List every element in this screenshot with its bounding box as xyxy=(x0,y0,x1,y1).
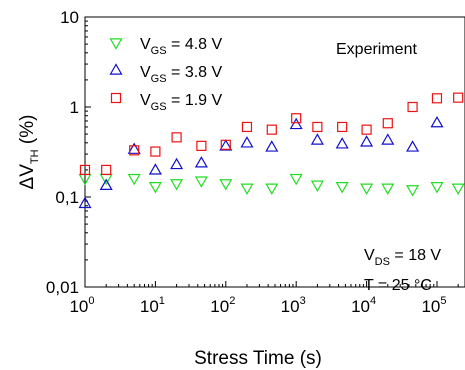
data-point-series-2 xyxy=(361,124,372,135)
x-tick-label: 103 xyxy=(281,295,306,316)
y-tick-label: 0,1 xyxy=(55,188,79,207)
x-axis-title: Stress Time (s) xyxy=(194,348,322,369)
data-point-series-0 xyxy=(381,183,395,195)
data-point-series-0 xyxy=(406,185,420,197)
data-point-series-1 xyxy=(194,156,208,168)
data-point-series-2 xyxy=(220,139,231,150)
data-point-series-2 xyxy=(337,121,348,133)
legend-label-vgs-1-9: VGS = 1.9 V xyxy=(140,92,223,113)
annotation-temperature: T = 25 °C xyxy=(364,277,432,294)
data-point-series-0 xyxy=(127,173,141,186)
y-tick-label: 0,01 xyxy=(46,278,79,297)
data-point-series-2 xyxy=(382,118,393,129)
data-point-series-0 xyxy=(240,183,254,195)
data-point-series-1 xyxy=(265,140,279,152)
legend-marker-series-1 xyxy=(109,63,123,75)
data-point-series-1 xyxy=(360,135,374,147)
x-tick-label: 102 xyxy=(210,295,235,316)
data-point-series-0 xyxy=(148,182,162,194)
data-point-series-2 xyxy=(196,140,207,151)
data-point-series-2 xyxy=(150,146,161,157)
legend-marker-series-2 xyxy=(110,92,122,104)
data-point-series-1 xyxy=(240,136,254,148)
data-point-series-2 xyxy=(312,121,323,133)
data-markers xyxy=(78,92,465,209)
axis-tick-labels: 100 101 102 103 104 105 0,01 0,1 1 10 xyxy=(46,8,447,316)
data-point-series-0 xyxy=(335,182,349,194)
data-point-series-0 xyxy=(451,183,465,195)
data-point-series-1 xyxy=(148,163,162,175)
axis-ticks xyxy=(84,16,459,288)
y-axis-title: ΔVTH (%) xyxy=(17,115,41,190)
data-point-series-1 xyxy=(310,133,324,145)
data-point-series-0 xyxy=(289,173,303,186)
legend: VGS = 4.8 V VGS = 3.8 V VGS = 1.9 V xyxy=(109,36,223,113)
data-point-series-1 xyxy=(78,196,92,209)
y-tick-label: 1 xyxy=(70,98,79,117)
legend-label-vgs-3-8: VGS = 3.8 V xyxy=(140,64,223,85)
data-point-series-2 xyxy=(171,132,182,143)
legend-marker-series-0 xyxy=(109,38,123,50)
y-tick-label: 10 xyxy=(60,8,79,27)
data-point-series-1 xyxy=(406,140,420,152)
data-point-series-2 xyxy=(241,121,253,133)
annotation-vds: VDS = 18 V xyxy=(364,247,441,268)
data-point-series-1 xyxy=(289,117,303,130)
data-point-series-2 xyxy=(129,145,140,156)
data-point-series-0 xyxy=(194,176,208,188)
data-point-series-1 xyxy=(381,133,395,145)
data-point-series-1 xyxy=(430,115,444,128)
data-point-series-1 xyxy=(335,137,349,149)
data-point-series-2 xyxy=(431,93,443,104)
data-point-series-0 xyxy=(430,182,444,194)
data-point-series-2 xyxy=(101,164,112,176)
data-point-series-1 xyxy=(99,178,113,190)
data-point-series-2 xyxy=(79,164,91,176)
data-point-series-0 xyxy=(360,183,374,195)
data-point-series-1 xyxy=(219,139,233,151)
x-tick-label: 104 xyxy=(351,295,376,316)
data-point-series-2 xyxy=(266,124,277,135)
data-point-series-2 xyxy=(407,101,418,113)
data-point-series-0 xyxy=(170,179,184,191)
data-point-series-2 xyxy=(291,113,302,124)
x-tick-label: 101 xyxy=(140,295,165,316)
data-point-series-2 xyxy=(453,92,464,103)
x-tick-label: 100 xyxy=(69,295,94,316)
data-point-series-1 xyxy=(170,157,184,170)
annotation-experiment: Experiment xyxy=(336,41,417,58)
x-tick-label: 105 xyxy=(421,295,446,316)
data-point-series-1 xyxy=(127,142,141,154)
data-point-series-0 xyxy=(310,180,324,192)
legend-label-vgs-4-8: VGS = 4.8 V xyxy=(140,36,223,57)
data-point-series-0 xyxy=(219,179,233,191)
data-point-series-0 xyxy=(265,183,279,195)
